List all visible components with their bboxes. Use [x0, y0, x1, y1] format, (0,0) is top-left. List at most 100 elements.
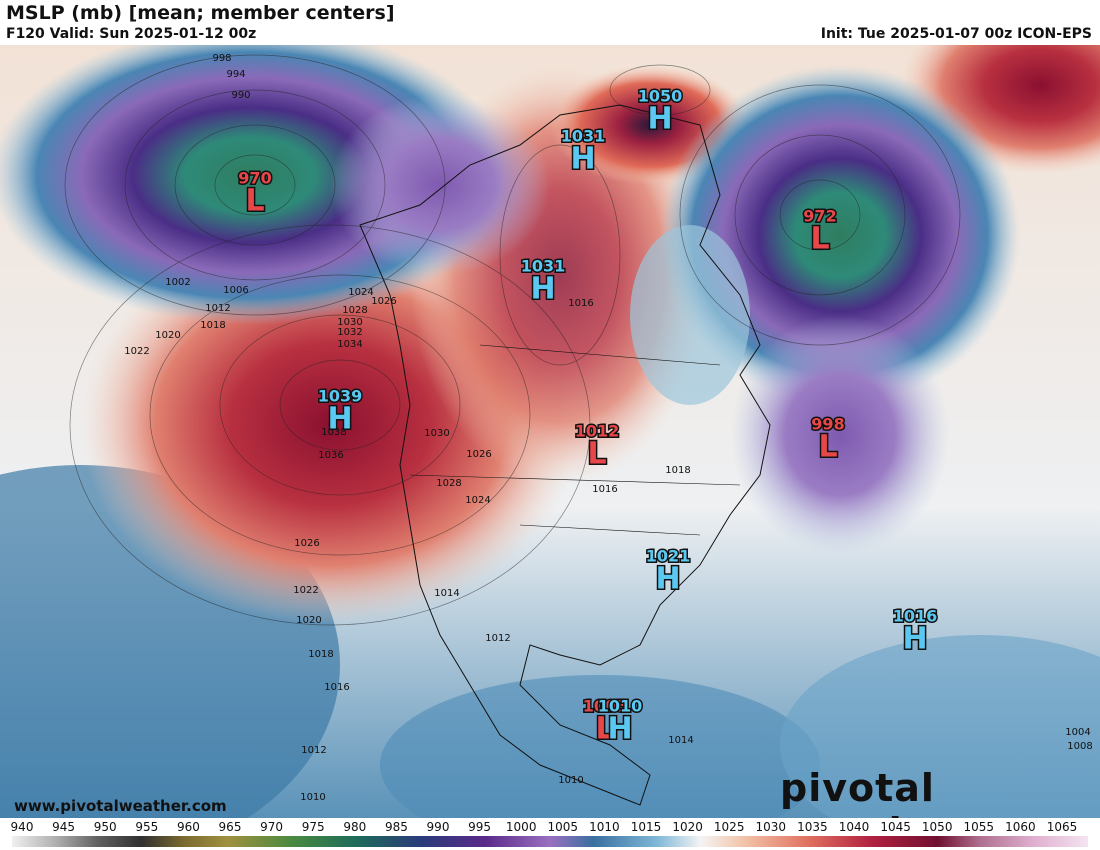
colorbar-tick: 995 [468, 820, 492, 834]
contour-label: 1020 [296, 615, 321, 626]
colorbar-tick: 1060 [1005, 820, 1036, 834]
center-value: 1031 [521, 257, 566, 276]
colorbar-tick: 985 [384, 820, 408, 834]
contour-label: 1028 [342, 305, 367, 316]
contour-label: 998 [212, 53, 231, 64]
shade [730, 315, 950, 555]
contour-label: 990 [231, 90, 250, 101]
colorbar-tick: 1000 [505, 820, 537, 834]
contour-label: 1026 [294, 538, 319, 549]
center-letter: H [902, 622, 927, 657]
center-value: 970 [238, 169, 271, 188]
contour-label: 1004 [1065, 727, 1090, 738]
map: 9989949901002100610121018102210201024102… [0, 45, 1100, 818]
contour-label: 1026 [466, 449, 491, 460]
center-value: 972 [803, 207, 836, 226]
center-letter: H [647, 102, 672, 137]
colorbar-tick: 945 [52, 820, 76, 834]
center-letter: L [587, 437, 606, 472]
center-value: 1010 [598, 697, 643, 716]
contour-label: 1010 [558, 775, 583, 786]
contour-label: 1038 [321, 427, 346, 438]
center-letter: H [655, 562, 680, 597]
center-letter: L [810, 222, 829, 257]
contour-label: 1014 [668, 735, 693, 746]
colorbar-tick: 1055 [963, 820, 995, 834]
shade [330, 95, 550, 275]
colorbar-tick: 960 [176, 820, 200, 834]
contour-label: 1024 [348, 287, 373, 298]
colorbar-tick: 955 [135, 820, 159, 834]
valid-time: F120 Valid: Sun 2025-01-12 00z [6, 26, 257, 42]
contour-label: 1002 [165, 277, 190, 288]
colorbar-tick: 990 [426, 820, 450, 834]
colorbar-tick: 1015 [630, 820, 662, 834]
colorbar-tick: 1020 [672, 820, 703, 834]
website-url: www.pivotalweather.com [14, 797, 227, 815]
contour-label: 1018 [308, 649, 333, 660]
center-letter: H [327, 402, 352, 437]
shade [630, 225, 750, 405]
contour-label: 1032 [337, 327, 362, 338]
contour-label: 1034 [337, 339, 362, 350]
contour-label: 1012 [301, 745, 326, 756]
colorbar-tick: 1025 [713, 820, 745, 834]
center-value: 1021 [646, 547, 691, 566]
center-letter: L [595, 712, 614, 747]
map-title: MSLP (mb) [mean; member centers] [6, 2, 395, 24]
contour-label: 1022 [293, 585, 318, 596]
center-letter: H [607, 712, 632, 747]
center-value: 1031 [561, 127, 606, 146]
init-time: Init: Tue 2025-01-07 00z ICON-EPS [820, 26, 1092, 42]
colorbar-tick: 965 [218, 820, 242, 834]
center-letter: L [818, 430, 837, 465]
center-letter: H [530, 272, 555, 307]
contour-label: 1020 [155, 330, 180, 341]
colorbar-tick: 1040 [838, 820, 870, 834]
contour-label: 1006 [223, 285, 248, 296]
contour-label: 1012 [205, 303, 230, 314]
color-ramp [12, 836, 1088, 847]
borders [409, 344, 741, 536]
colorbar-tick: 970 [260, 820, 284, 834]
contour-label: 1018 [665, 465, 690, 476]
colorbar-tick: 1010 [589, 820, 620, 834]
center-value: 1050 [638, 87, 683, 106]
colorbar-tick: 940 [10, 820, 34, 834]
contour-label: 1024 [465, 495, 490, 506]
contour-label: 1036 [318, 450, 343, 461]
contour-label: 1014 [434, 588, 459, 599]
colorbar-tick: 975 [301, 820, 325, 834]
contours [64, 54, 961, 626]
contour-label: 994 [226, 69, 245, 80]
center-value: 1039 [318, 387, 363, 406]
center-value: 1005 [583, 697, 628, 716]
colorbar-tick: 1065 [1046, 820, 1078, 834]
contour-label: 1030 [337, 317, 362, 328]
labels: 9989949901002100610121018102210201024102… [124, 53, 1092, 803]
center-value: 998 [811, 415, 844, 434]
shade [780, 635, 1100, 818]
center-value: 1016 [893, 607, 938, 626]
contour-label: 1026 [371, 296, 396, 307]
colorbar-tick: 1045 [880, 820, 911, 834]
colorbar-tick: 1050 [921, 820, 953, 834]
colorbar-tick: 1035 [797, 820, 828, 834]
colorbar-tick: 1005 [547, 820, 579, 834]
colorbar: 940 945 950 955 960 965 970 975 980 985 990 995 1000… [0, 818, 1100, 850]
shade [380, 675, 820, 818]
contour-label: 1028 [436, 478, 461, 489]
coastline [359, 104, 771, 806]
contour-label: 1030 [424, 428, 449, 439]
contour-label: 1012 [485, 633, 510, 644]
contour-label: 1010 [300, 792, 325, 803]
colorbar-tick: 1030 [755, 820, 787, 834]
colorbar-tick: 980 [343, 820, 367, 834]
contour-label: 1008 [1067, 741, 1092, 752]
colorbar-tick: 950 [93, 820, 117, 834]
contour-label: 1016 [592, 484, 617, 495]
center-letter: L [245, 184, 264, 219]
contour-label: 1022 [124, 346, 149, 357]
center-letter: H [570, 142, 595, 177]
